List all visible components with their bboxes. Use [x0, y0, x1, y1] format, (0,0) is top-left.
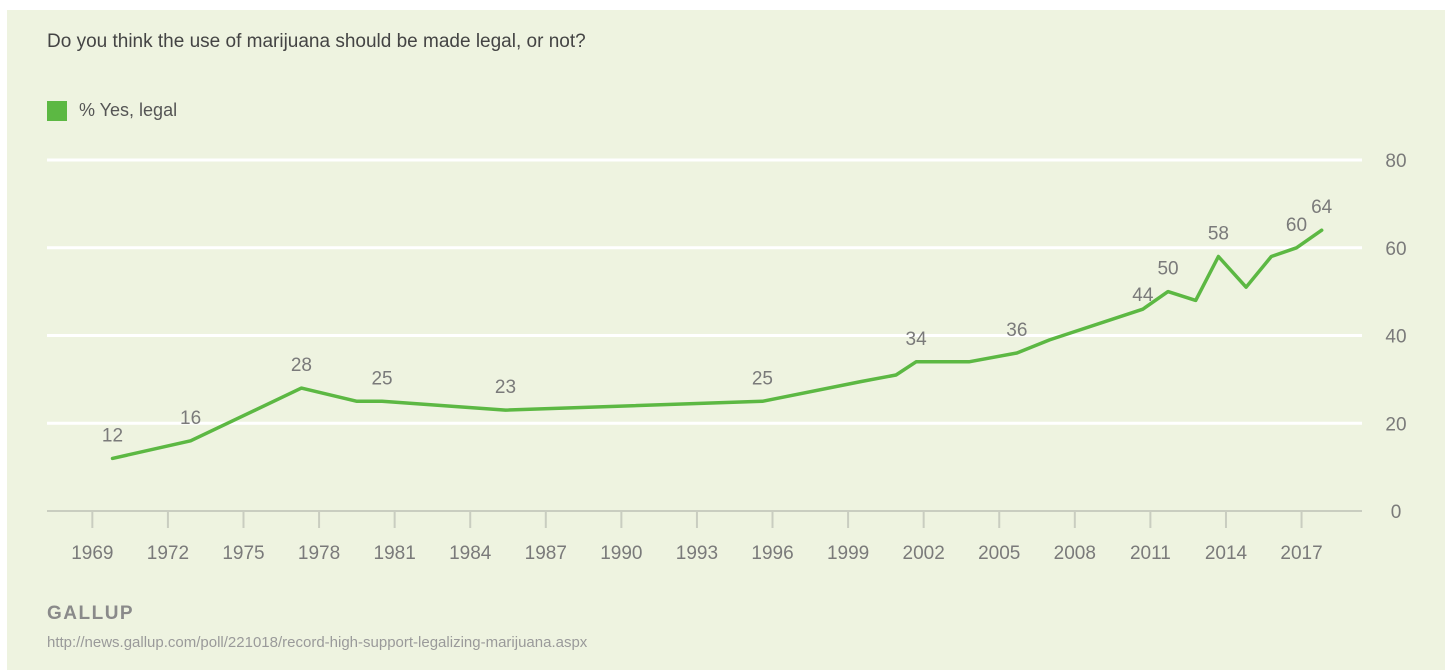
x-tick-label: 1972 — [147, 543, 189, 564]
data-label: 36 — [1006, 320, 1027, 341]
x-tick-label: 1984 — [449, 543, 492, 564]
data-label: 50 — [1157, 259, 1178, 280]
legend-label: % Yes, legal — [79, 100, 178, 120]
data-label: 64 — [1311, 197, 1333, 218]
x-tick-label: 1990 — [600, 543, 642, 564]
data-label: 28 — [291, 355, 312, 376]
x-tick-label: 2002 — [903, 543, 945, 564]
data-label: 34 — [906, 329, 928, 350]
x-tick-label: 1981 — [374, 543, 416, 564]
series-line — [110, 228, 1324, 461]
x-tick-label: 1996 — [751, 543, 793, 564]
data-label: 60 — [1286, 215, 1307, 236]
y-tick-label: 60 — [1385, 239, 1406, 260]
data-label: 58 — [1208, 224, 1229, 245]
x-tick-label: 2014 — [1205, 543, 1248, 564]
legend-swatch — [47, 100, 67, 121]
legend: % Yes, legal — [47, 100, 177, 121]
data-label: 44 — [1132, 285, 1154, 306]
x-tick-label: 1975 — [222, 543, 264, 564]
x-tick-label: 1999 — [827, 543, 869, 564]
source-url: http://news.gallup.com/poll/221018/recor… — [47, 634, 588, 651]
data-label: 16 — [180, 408, 201, 429]
y-tick-label: 0 — [1391, 502, 1402, 523]
chart-question: Do you think the use of marijuana should… — [47, 31, 586, 52]
x-tick-label: 1978 — [298, 543, 340, 564]
x-tick-label: 1993 — [676, 543, 718, 564]
chart-card — [7, 10, 1445, 670]
data-label: 25 — [371, 368, 392, 389]
x-tick-label: 2011 — [1130, 543, 1171, 564]
brand-logo-text: GALLUP — [47, 603, 135, 624]
y-tick-label: 20 — [1385, 414, 1406, 435]
x-tick-label: 2017 — [1280, 543, 1322, 564]
data-label: 25 — [752, 368, 773, 389]
x-tick-label: 2005 — [978, 543, 1020, 564]
data-label: 12 — [102, 425, 123, 446]
x-tick-label: 1987 — [525, 543, 567, 564]
y-tick-label: 40 — [1385, 327, 1406, 348]
data-label: 23 — [495, 377, 516, 398]
y-tick-label: 80 — [1385, 151, 1406, 172]
x-tick-label: 1969 — [71, 543, 113, 564]
x-tick-label: 2008 — [1054, 543, 1096, 564]
